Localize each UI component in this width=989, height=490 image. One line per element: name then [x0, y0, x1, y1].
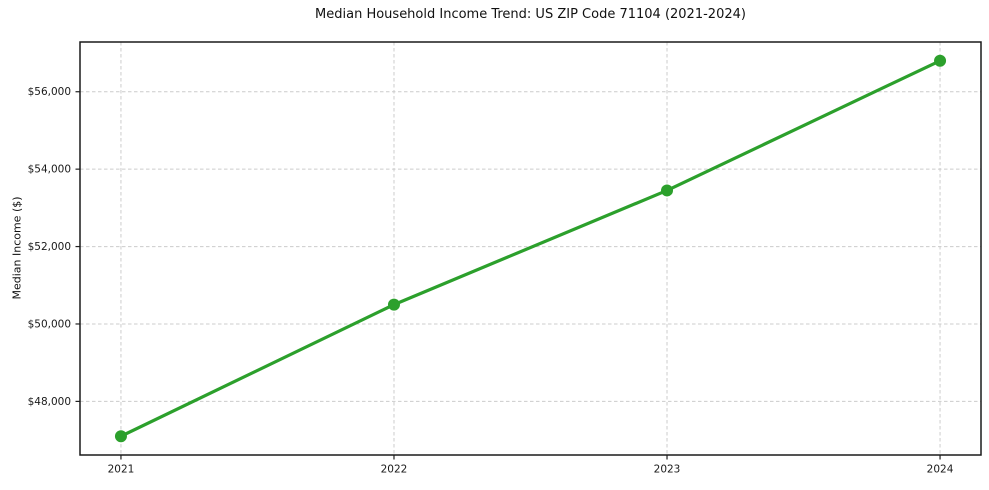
x-tick-label: 2023 — [654, 464, 681, 476]
y-axis-label: Median Income ($) — [10, 196, 24, 300]
x-tick-label: 2024 — [927, 464, 954, 476]
y-tick-label: $54,000 — [28, 164, 71, 176]
y-tick-label: $50,000 — [28, 318, 71, 330]
chart-title: Median Household Income Trend: US ZIP Co… — [315, 7, 746, 22]
plot-border — [79, 41, 982, 456]
data-point-marker — [387, 298, 400, 311]
x-tick-label: 2021 — [108, 464, 135, 476]
data-point-marker — [661, 184, 674, 197]
y-tick-label: $52,000 — [28, 241, 71, 253]
y-tick-label: $48,000 — [28, 396, 71, 408]
x-tick-label: 2022 — [381, 464, 408, 476]
y-tick-label: $56,000 — [28, 86, 71, 98]
plot-area: $48,000 $50,000 $52,000 $54,000 $56,000 2021 2… — [28, 41, 982, 476]
trend-line — [119, 59, 942, 438]
data-point-marker — [934, 54, 947, 67]
data-point-marker — [114, 430, 127, 443]
